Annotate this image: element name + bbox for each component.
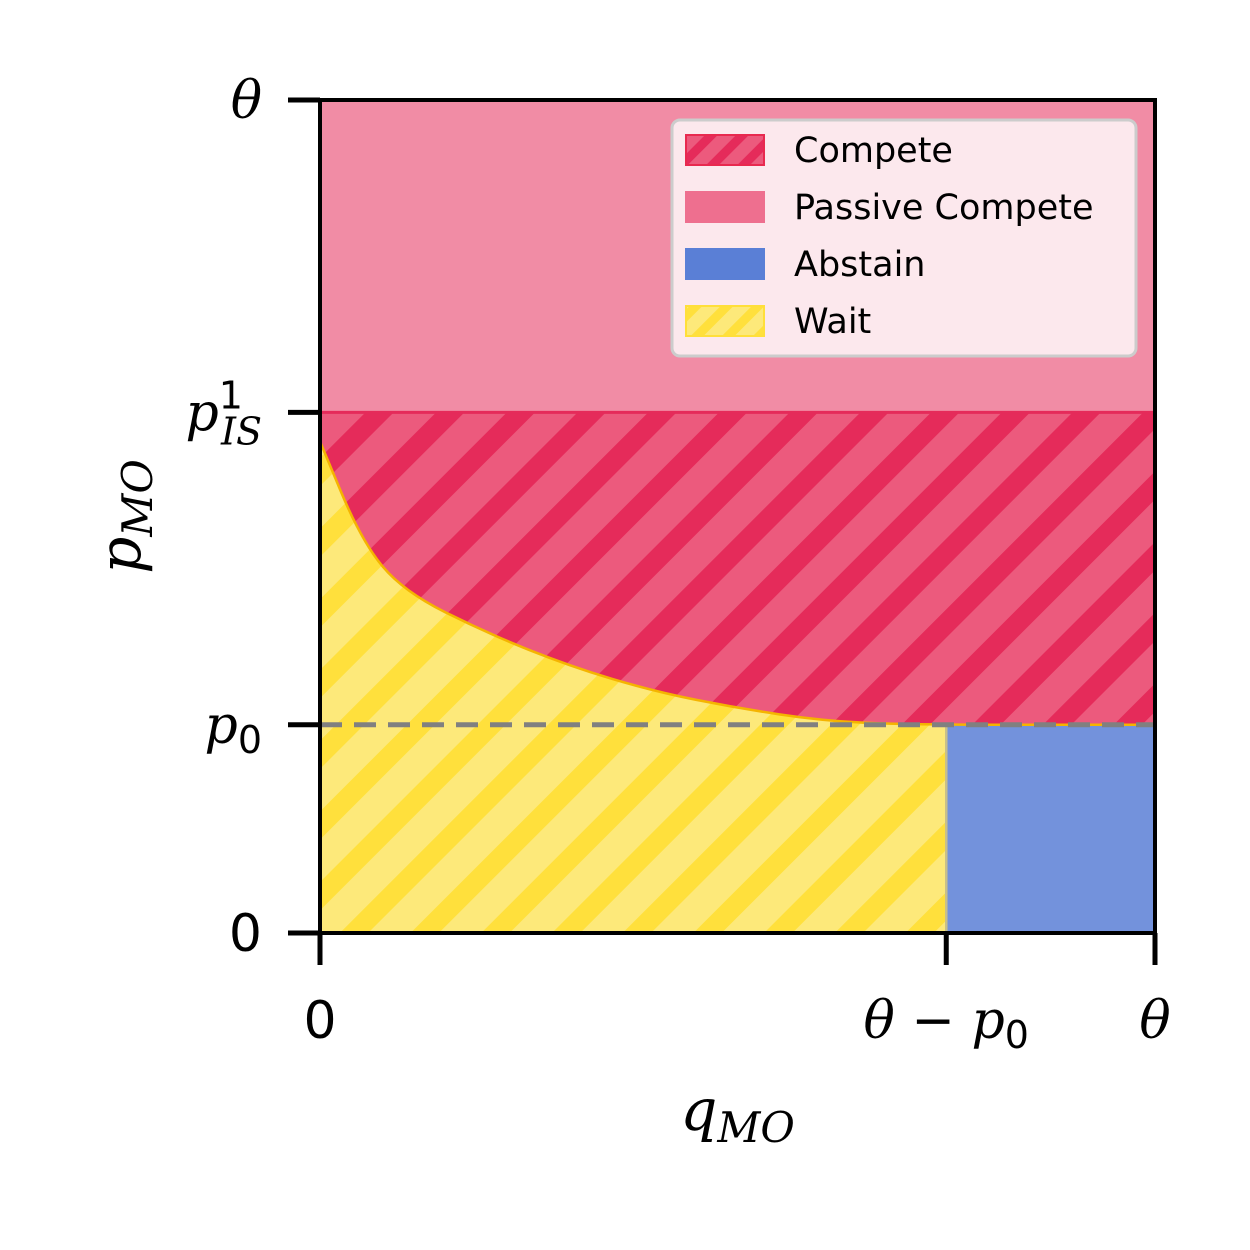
- legend-swatch-compete: [685, 134, 765, 166]
- plot-frame: [318, 98, 1157, 935]
- legend-swatch-abstain: [685, 248, 765, 280]
- boundary-curve: [320, 441, 1155, 726]
- tick-label: θ: [1139, 991, 1170, 1051]
- legend-box: [670, 118, 1138, 358]
- tick-label: 0: [303, 991, 336, 1051]
- tick-label: θ − p0: [864, 991, 1029, 1057]
- legend-label-compete: Compete: [794, 131, 953, 171]
- x-axis-label: qMO: [680, 1076, 795, 1152]
- tick-label: θ: [231, 71, 262, 131]
- tick-label: p1 IS: [185, 373, 262, 453]
- legend-swatch-wait: [685, 305, 765, 337]
- region-compete: [320, 412, 1155, 725]
- region-abstain: [946, 724, 1155, 933]
- y-axis-label: pMO: [86, 459, 162, 574]
- tick-label: 0: [229, 904, 262, 964]
- tick-label: p0: [205, 696, 262, 762]
- legend-label-passive-compete: Passive Compete: [794, 188, 1094, 228]
- legend-label-abstain: Abstain: [794, 245, 925, 285]
- legend-swatch-passive-compete: [685, 191, 765, 223]
- legend-label-wait: Wait: [794, 302, 871, 342]
